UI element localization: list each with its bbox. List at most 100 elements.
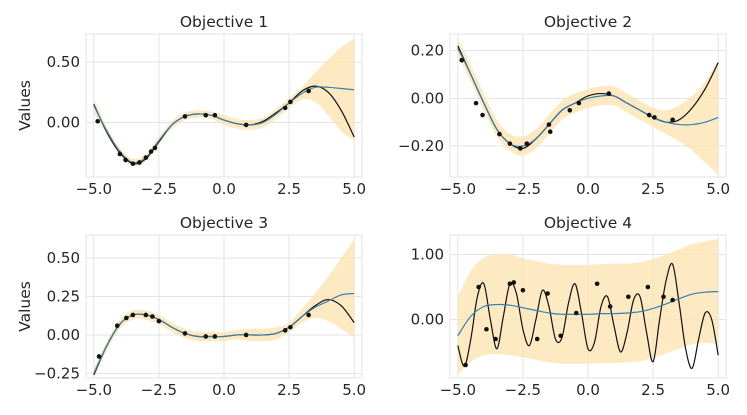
x-tick-label: −5.0	[440, 381, 476, 399]
observation-point	[143, 312, 149, 318]
confidence-band	[457, 38, 719, 175]
observation-point	[143, 155, 149, 160]
observation-point	[182, 114, 188, 119]
observation-point	[243, 122, 249, 128]
observation-point	[646, 112, 652, 118]
y-tick-label: 0.00	[47, 326, 80, 344]
x-tick-label: 0.0	[212, 381, 236, 399]
observation-point	[137, 160, 142, 165]
observation-point	[476, 284, 481, 290]
y-tick-label: 0.00	[47, 113, 80, 131]
confidence-band	[457, 238, 719, 375]
observation-point	[545, 291, 550, 296]
observation-point	[130, 161, 136, 166]
observation-point	[484, 326, 489, 332]
panel-title: Objective 3	[180, 214, 268, 232]
observation-point	[306, 312, 311, 318]
observation-point	[511, 280, 517, 285]
observation-point	[524, 141, 530, 146]
y-tick-label: 1.00	[411, 246, 444, 264]
observation-point	[282, 328, 288, 333]
posterior-mean-line	[457, 290, 719, 337]
observation-point	[288, 324, 293, 330]
panel-title: Objective 4	[544, 214, 632, 232]
x-tick-label: 5.0	[342, 180, 366, 198]
observation-point	[661, 294, 666, 300]
observation-point	[95, 118, 101, 124]
y-tick-label: 0.00	[411, 89, 444, 107]
observation-point	[652, 115, 657, 120]
observation-point	[497, 131, 502, 137]
observation-point	[558, 333, 563, 339]
x-tick-label: −5.0	[440, 180, 476, 198]
x-tick-label: −5.0	[76, 180, 112, 198]
observation-point	[463, 362, 468, 368]
observation-point	[459, 57, 465, 63]
panel-3: Objective 3 −5.0 −2.5 0.0 2.5 5.0 −0.25 0.00 0.2…	[16, 214, 366, 399]
observation-point	[123, 157, 128, 163]
y-tick-label: 0.50	[47, 53, 80, 71]
observation-point	[567, 107, 573, 113]
panel-title: Objective 2	[544, 13, 632, 31]
observation-point	[288, 99, 293, 105]
posterior-mean-line	[93, 86, 355, 164]
y-axis-label: Values	[16, 281, 34, 332]
observation-point	[573, 310, 579, 316]
y-axis-label: Values	[16, 80, 34, 131]
x-tick-label: 0.0	[212, 180, 236, 198]
observation-point	[507, 141, 513, 146]
observation-point	[518, 146, 523, 151]
observation-point	[243, 332, 249, 338]
observation-point	[156, 318, 162, 324]
observation-point	[594, 281, 600, 287]
observation-point	[493, 336, 498, 342]
observation-point	[507, 281, 513, 287]
true-objective-line	[457, 262, 719, 369]
observation-point	[306, 88, 311, 94]
observation-point	[212, 112, 218, 118]
observation-point	[150, 314, 155, 319]
x-tick-label: 0.0	[576, 180, 600, 198]
x-tick-label: −2.5	[505, 180, 541, 198]
observation-point	[152, 145, 158, 151]
y-tick-label: 0.00	[411, 311, 444, 329]
observation-point	[534, 336, 540, 342]
panel-2: Objective 2 −5.0 −2.5 0.0 2.5 5.0 −0.20 0.00 0.2…	[398, 13, 730, 198]
x-tick-label: −5.0	[76, 381, 112, 399]
observation-point	[547, 129, 553, 135]
observation-point	[480, 112, 485, 118]
observation-point	[576, 100, 582, 106]
observation-point	[645, 284, 651, 290]
panel-1: Objective 1 −5.0 −2.5 0.0 2.5 5.0 0.00 0.50 Valu…	[16, 13, 366, 198]
x-tick-label: 2.5	[277, 180, 301, 198]
x-tick-label: 2.5	[277, 381, 301, 399]
x-tick-label: 0.0	[576, 381, 600, 399]
x-tick-label: 5.0	[706, 381, 730, 399]
x-tick-label: 5.0	[706, 180, 730, 198]
observation-point	[626, 294, 631, 300]
observation-point	[130, 312, 136, 318]
x-tick-label: 5.0	[342, 381, 366, 399]
x-tick-label: −2.5	[141, 180, 177, 198]
observation-point	[114, 323, 120, 329]
observation-point	[148, 149, 154, 154]
observation-point	[607, 304, 613, 309]
x-tick-label: −2.5	[141, 381, 177, 399]
y-tick-label: 0.25	[47, 288, 80, 306]
observation-point	[670, 297, 675, 303]
x-tick-label: 2.5	[641, 180, 665, 198]
panel-title: Objective 1	[180, 13, 268, 31]
observation-point	[124, 315, 129, 321]
y-tick-label: −0.25	[34, 364, 80, 382]
plot-frame	[449, 33, 727, 178]
posterior-mean-line	[93, 292, 355, 374]
observation-point	[670, 117, 675, 123]
observation-point	[96, 354, 102, 359]
observation-point	[212, 334, 218, 339]
y-tick-label: 0.20	[411, 42, 444, 60]
observation-point	[520, 287, 526, 293]
y-tick-label: 0.50	[47, 249, 80, 267]
observation-point	[606, 91, 612, 96]
observation-point	[473, 100, 479, 106]
x-tick-label: 2.5	[641, 381, 665, 399]
